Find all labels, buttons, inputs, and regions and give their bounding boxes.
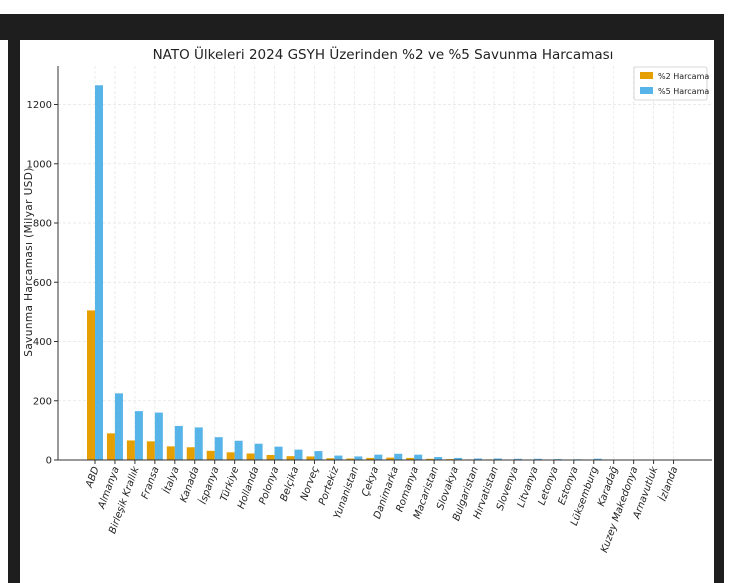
bar-series-2 <box>234 440 243 460</box>
x-tick-label: İtalya <box>160 465 182 496</box>
bar-series-2 <box>274 446 283 460</box>
bar-series-2 <box>134 411 143 460</box>
bar-series-2 <box>593 458 602 460</box>
y-tick-label: 1200 <box>27 100 52 111</box>
y-tick-label: 600 <box>33 278 52 289</box>
bar-series-1 <box>346 458 355 460</box>
y-tick-label: 800 <box>33 219 52 230</box>
bar-series-1 <box>386 457 395 460</box>
bar-series-2 <box>454 457 463 460</box>
bar-series-2 <box>434 457 443 460</box>
bar-series-2 <box>114 393 123 460</box>
x-tick-label: Belçika <box>279 465 302 503</box>
axes <box>57 66 712 461</box>
chart-title: NATO Ülkeleri 2024 GSYH Üzerinden %2 ve … <box>153 45 614 63</box>
legend-label-series-2: %5 Harcama <box>658 87 709 96</box>
bar-series-1 <box>306 456 315 460</box>
x-tick-label: Çekya <box>360 465 381 498</box>
bar-series-1 <box>106 433 115 460</box>
bar-series-2 <box>95 85 103 460</box>
bar-series-1 <box>146 441 155 460</box>
grid-lines <box>58 66 712 461</box>
bar-series-2 <box>494 458 502 460</box>
legend: %2 Harcama %5 Harcama <box>633 66 709 101</box>
y-tick-label: 1000 <box>27 159 52 170</box>
bar-series-2 <box>214 437 223 460</box>
x-tick-label: Polonya <box>258 465 282 506</box>
bar-series-1 <box>87 310 95 460</box>
bar-series-2 <box>533 458 542 460</box>
bar-series-1 <box>426 458 435 460</box>
frame-left-border <box>8 14 20 583</box>
bar-series-1 <box>126 440 135 460</box>
bar-series-1 <box>166 446 175 460</box>
bar-series-2 <box>513 458 522 460</box>
bar-series-2 <box>474 458 483 460</box>
frame-top-border <box>0 14 724 40</box>
bar-series-1 <box>186 447 195 460</box>
x-tick-label: Fransa <box>140 465 162 500</box>
bar-series-1 <box>266 454 275 460</box>
legend-label-series-1: %2 Harcama <box>658 72 709 81</box>
x-tick-label: Türkiye <box>219 465 242 503</box>
frame-right-border <box>714 14 724 583</box>
y-tick-labels: 0 200 400 600 800 1000 1200 <box>27 100 58 467</box>
y-tick-label: 400 <box>33 337 52 348</box>
legend-swatch-series-1 <box>640 72 653 79</box>
bar-series-2 <box>354 456 363 460</box>
bar-series-2 <box>414 454 423 460</box>
bar-series-1 <box>286 456 295 460</box>
legend-swatch-series-2 <box>640 87 653 94</box>
x-tick-label: ABD <box>84 465 102 490</box>
bar-series-1 <box>206 450 215 460</box>
bar-series-1 <box>326 458 335 460</box>
bar-series-2 <box>374 454 383 460</box>
y-tick-label: 0 <box>46 456 52 467</box>
x-tick-label: Kanada <box>178 465 201 504</box>
bar-series-1 <box>226 452 235 460</box>
bar-series-2 <box>194 427 203 460</box>
bar-series-2 <box>294 449 303 460</box>
bar-series-2 <box>154 412 163 460</box>
bar-series-2 <box>334 455 343 460</box>
bar-series-2 <box>174 425 183 460</box>
bar-series-2 <box>314 451 323 460</box>
bar-series-1 <box>246 453 255 460</box>
x-tick-label: Norveç <box>299 465 322 502</box>
bar-series-1 <box>406 457 415 460</box>
bar-series-1 <box>366 457 375 460</box>
bar-series-2 <box>254 443 263 460</box>
bar-series-2 <box>394 453 403 460</box>
y-tick-label: 200 <box>33 396 52 407</box>
bars <box>87 85 682 460</box>
y-axis-label: Savunma Harcaması (Milyar USD) <box>23 167 35 356</box>
